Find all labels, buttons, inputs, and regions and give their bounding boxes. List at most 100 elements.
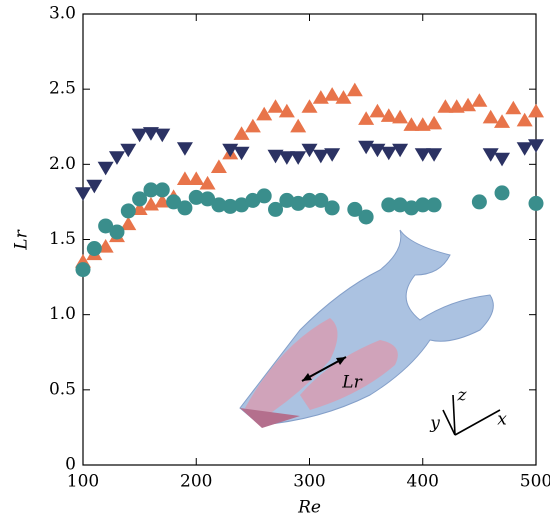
point	[267, 99, 284, 113]
inset-image	[239, 229, 494, 428]
point	[154, 193, 171, 208]
point	[403, 117, 420, 131]
recirculation-2	[300, 340, 398, 410]
annotation: Lr	[341, 373, 362, 393]
point	[290, 118, 307, 133]
point	[346, 82, 363, 97]
point	[278, 103, 295, 118]
annotation: y	[429, 414, 440, 434]
plot-frame	[82, 13, 537, 466]
point	[494, 152, 511, 167]
x-tick-label: 200	[180, 472, 212, 492]
point	[471, 194, 487, 210]
point	[132, 191, 148, 207]
point	[381, 197, 397, 213]
point	[86, 241, 102, 257]
point	[505, 100, 522, 115]
point	[335, 90, 352, 104]
y-axis-label: Lr	[12, 229, 32, 250]
point	[358, 209, 374, 225]
point	[120, 143, 137, 158]
point	[256, 106, 273, 121]
point	[528, 195, 544, 211]
y-tick-label: 2.5	[49, 79, 76, 99]
point	[482, 148, 499, 162]
point	[516, 112, 533, 127]
point	[358, 111, 375, 125]
point	[471, 93, 488, 107]
point	[211, 197, 227, 213]
point	[380, 108, 397, 122]
point	[98, 218, 114, 234]
point	[494, 185, 510, 201]
point	[75, 187, 91, 201]
point	[290, 195, 306, 211]
point	[200, 191, 216, 207]
point	[426, 115, 443, 130]
point	[256, 188, 272, 204]
point	[279, 192, 295, 208]
recirculation-1	[245, 318, 338, 420]
point	[301, 99, 318, 113]
point	[75, 262, 91, 278]
point	[199, 175, 216, 190]
y-tick-label: 3.0	[49, 4, 76, 24]
point	[222, 198, 238, 214]
point	[131, 128, 148, 143]
annotation: x	[497, 410, 507, 430]
point	[166, 194, 182, 210]
point	[234, 197, 250, 213]
point	[482, 109, 499, 124]
point	[142, 127, 159, 141]
point	[324, 148, 341, 162]
point	[176, 171, 193, 185]
y-tick-label: 1.0	[49, 304, 76, 324]
point	[290, 151, 307, 165]
point	[494, 114, 511, 128]
point	[210, 159, 227, 173]
point	[278, 151, 295, 165]
point	[324, 87, 341, 101]
x-tick-label: 300	[293, 472, 325, 492]
point	[188, 171, 205, 185]
point	[109, 224, 125, 240]
point	[154, 128, 171, 143]
point	[301, 143, 318, 158]
point	[108, 151, 125, 165]
y-tick-label: 1.5	[49, 229, 76, 249]
base	[240, 408, 300, 428]
point	[268, 201, 284, 217]
point	[143, 182, 159, 198]
point	[313, 192, 329, 208]
arrow-heads	[302, 357, 346, 381]
point	[347, 201, 363, 217]
point	[120, 216, 137, 231]
point	[177, 200, 193, 216]
point	[312, 149, 329, 164]
point	[154, 182, 170, 198]
y-tick-label: 0	[65, 455, 76, 475]
point	[233, 146, 250, 161]
point	[528, 103, 544, 118]
point	[267, 149, 284, 164]
y-tick-label: 2.0	[49, 154, 76, 174]
point	[244, 118, 261, 133]
x-tick-label: 400	[407, 472, 439, 492]
point	[380, 146, 397, 161]
point	[437, 99, 454, 113]
point	[403, 200, 419, 216]
point	[324, 200, 340, 216]
point	[528, 139, 544, 153]
point	[392, 197, 408, 213]
point	[86, 179, 103, 194]
point	[120, 203, 136, 219]
point	[448, 99, 465, 113]
point	[392, 143, 409, 158]
point	[460, 97, 477, 112]
point	[426, 197, 442, 213]
point	[97, 161, 114, 176]
point	[188, 189, 204, 205]
point	[516, 142, 533, 156]
point	[414, 148, 431, 162]
